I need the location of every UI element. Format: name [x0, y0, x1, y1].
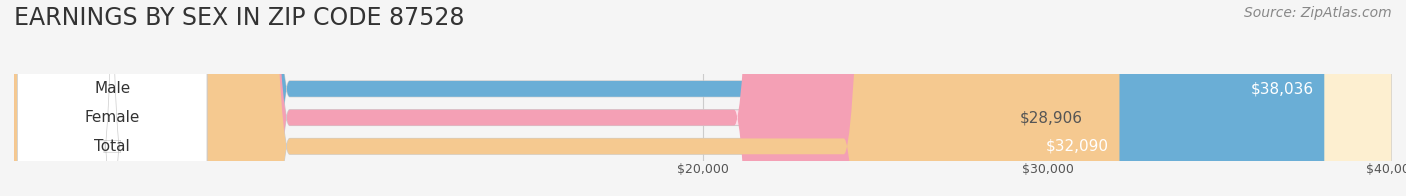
Text: Source: ZipAtlas.com: Source: ZipAtlas.com	[1244, 6, 1392, 20]
Text: Total: Total	[94, 139, 131, 154]
FancyBboxPatch shape	[14, 0, 1119, 196]
FancyBboxPatch shape	[17, 0, 207, 196]
FancyBboxPatch shape	[14, 0, 1392, 196]
FancyBboxPatch shape	[17, 0, 207, 196]
FancyBboxPatch shape	[17, 0, 207, 196]
FancyBboxPatch shape	[14, 0, 1392, 196]
Text: Female: Female	[84, 110, 141, 125]
Text: Male: Male	[94, 81, 131, 96]
FancyBboxPatch shape	[14, 0, 1392, 196]
Text: $38,036: $38,036	[1251, 81, 1315, 96]
Text: $28,906: $28,906	[1021, 110, 1083, 125]
Text: $32,090: $32,090	[1046, 139, 1109, 154]
Text: EARNINGS BY SEX IN ZIP CODE 87528: EARNINGS BY SEX IN ZIP CODE 87528	[14, 6, 464, 30]
FancyBboxPatch shape	[14, 0, 1324, 196]
FancyBboxPatch shape	[14, 0, 1010, 196]
